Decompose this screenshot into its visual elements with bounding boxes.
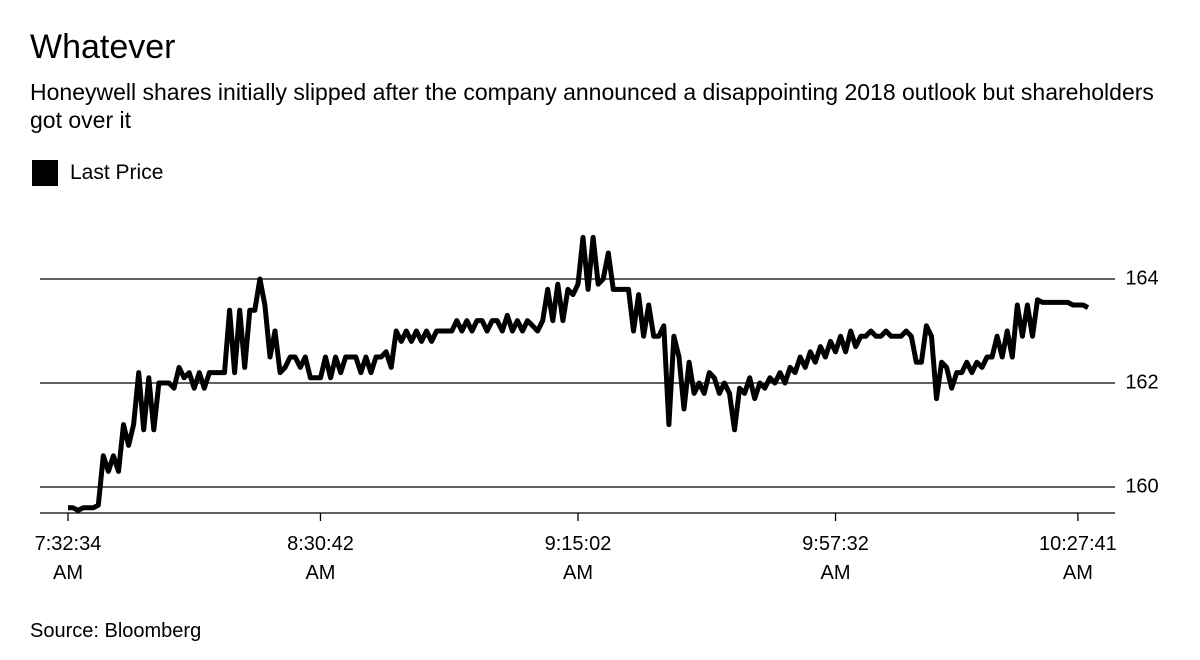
- chart-subtitle: Honeywell shares initially slipped after…: [30, 79, 1154, 133]
- x-tick-label: 9:15:02 AM: [544, 533, 612, 584]
- x-tick-label: 8:30:42 AM: [287, 533, 354, 584]
- chart-title: Whatever: [30, 28, 176, 66]
- y-tick-label: 160: [1125, 475, 1158, 497]
- x-tick-label: 7:32:34 AM: [34, 533, 102, 584]
- price-line: [68, 234, 1090, 513]
- legend-label: Last Price: [70, 161, 164, 184]
- y-tick-label: 164: [1125, 267, 1158, 289]
- x-tick-label: 9:57:32 AM: [802, 533, 869, 584]
- legend-swatch: [32, 160, 58, 186]
- source-note: Source: Bloomberg: [30, 620, 202, 642]
- x-tick-label: 10:27:41 AM: [1038, 533, 1117, 584]
- y-tick-label: 162: [1125, 371, 1158, 393]
- legend: Last Price: [32, 160, 163, 186]
